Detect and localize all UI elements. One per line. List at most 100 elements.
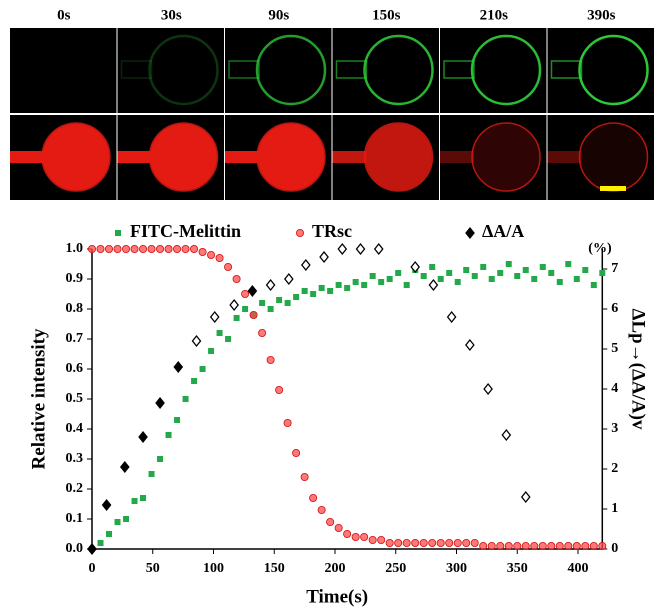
- data-point: [497, 270, 504, 276]
- data-point: [292, 448, 301, 457]
- data-point: [208, 348, 215, 354]
- data-point: [165, 432, 172, 438]
- data-point: [337, 242, 348, 256]
- x-tick-label: 150: [264, 561, 285, 576]
- data-point: [241, 289, 250, 298]
- vesicle-red-rim: [471, 122, 541, 192]
- data-point: [265, 278, 276, 292]
- data-point: [564, 542, 573, 551]
- data-point: [538, 542, 547, 551]
- data-point: [173, 244, 182, 253]
- data-point: [361, 282, 368, 288]
- data-point: [436, 539, 445, 548]
- data-point: [487, 542, 496, 551]
- data-point: [191, 334, 202, 348]
- data-point: [310, 291, 317, 297]
- data-point: [327, 288, 334, 294]
- pipette-green: [120, 60, 153, 79]
- y2-tick-label: 6: [611, 301, 618, 316]
- y2-axis-title: ΔLp→(ΔA/A)v: [628, 309, 649, 430]
- y-tick-label: 0.3: [66, 451, 84, 466]
- data-point: [565, 261, 572, 267]
- data-point: [360, 533, 369, 542]
- data-point: [378, 279, 385, 285]
- x-tick-label: 350: [507, 561, 528, 576]
- data-point: [258, 328, 267, 337]
- vesicle-red: [257, 123, 325, 191]
- data-point: [156, 244, 165, 253]
- data-point: [317, 505, 326, 514]
- data-point: [395, 270, 402, 276]
- data-point: [266, 355, 275, 364]
- data-point: [462, 539, 471, 548]
- y-tick-label: 0.7: [66, 331, 84, 346]
- data-point: [247, 284, 258, 298]
- y-tick-label: 0.1: [66, 511, 84, 526]
- data-point: [191, 378, 198, 384]
- data-point: [199, 366, 206, 372]
- data-point: [233, 315, 240, 321]
- data-point: [335, 282, 342, 288]
- vesicle-green: [148, 34, 219, 106]
- data-point: [377, 536, 386, 545]
- data-point: [454, 279, 461, 285]
- data-point: [483, 382, 493, 396]
- y-tick-label: 0.6: [66, 361, 84, 376]
- data-point: [157, 456, 164, 462]
- data-point: [106, 531, 113, 537]
- pipette-red: [10, 151, 44, 163]
- data-point: [386, 276, 393, 282]
- y-tick-label: 0.4: [66, 421, 84, 436]
- pipette-red: [225, 151, 259, 163]
- data-point: [123, 516, 130, 522]
- data-point: [589, 542, 598, 551]
- pipette-red: [117, 151, 152, 163]
- x-axis-title: Time(s): [306, 586, 368, 607]
- microscopy-panels: 0s 30s 90s 150s 210s 390s: [10, 7, 654, 200]
- data-point: [547, 542, 556, 551]
- data-point: [114, 519, 121, 525]
- panel-label: 210s: [480, 7, 509, 23]
- data-point: [155, 396, 165, 410]
- data-point: [437, 276, 444, 282]
- data-point: [275, 385, 284, 394]
- data-point: [496, 542, 505, 551]
- data-point: [514, 273, 521, 279]
- data-point: [309, 493, 318, 502]
- data-point: [224, 262, 233, 271]
- data-point: [301, 258, 311, 272]
- data-point: [267, 306, 274, 312]
- y-axis-title: Relative intensity: [28, 328, 49, 469]
- panel: [10, 28, 117, 113]
- data-point: [521, 542, 530, 551]
- data-point: [207, 250, 216, 259]
- data-point: [351, 533, 360, 542]
- data-point: [173, 360, 184, 374]
- legend-marker: [295, 228, 304, 237]
- data-point: [501, 428, 512, 442]
- y2-tick-label: 1: [611, 501, 618, 516]
- data-point: [352, 279, 359, 285]
- chart: 0 50 100 150 200 250 300 350 4000.00.10.20.30.40…: [28, 221, 648, 607]
- data-point: [488, 276, 495, 282]
- vesicle-red: [579, 123, 648, 191]
- data-point: [522, 267, 529, 273]
- data-point: [572, 542, 581, 551]
- panel: [332, 28, 439, 113]
- data-point: [130, 244, 139, 253]
- data-point: [105, 244, 114, 253]
- pipette-green: [550, 60, 583, 79]
- data-point: [453, 539, 462, 548]
- y2-tick-label: 2: [611, 461, 618, 476]
- vesicle-red: [42, 123, 110, 191]
- data-point: [343, 530, 352, 539]
- data-point: [598, 542, 607, 551]
- legend-label: ΔA/A: [482, 221, 524, 241]
- data-point: [471, 273, 478, 279]
- data-point: [96, 244, 105, 253]
- data-point: [582, 267, 589, 273]
- data-point: [113, 244, 122, 253]
- x-tick-label: 250: [385, 561, 406, 576]
- y-tick-label: 0.2: [66, 481, 84, 496]
